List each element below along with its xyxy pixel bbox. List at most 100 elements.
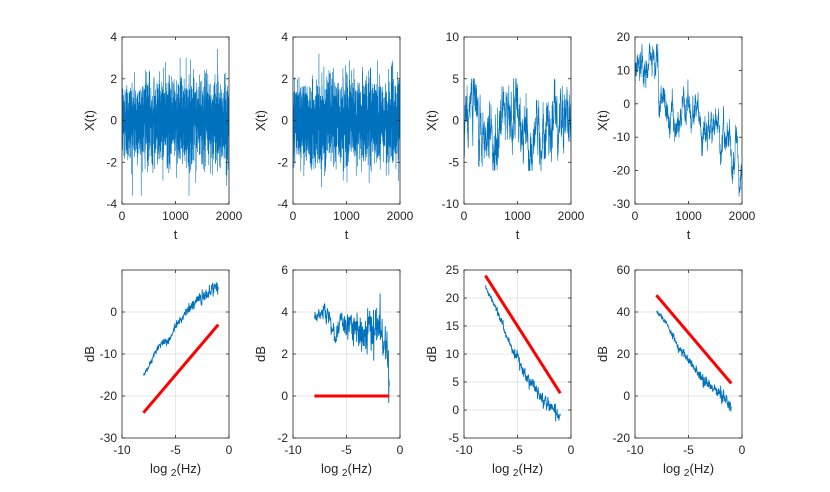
subplot-6: -10 -5 0 -2 0 2 4 6 log 2(Hz) dB xyxy=(253,263,404,479)
x-axis-label: t xyxy=(345,227,349,242)
spectrum-line xyxy=(484,285,561,422)
subplot-2: 0 1000 2000 -4 -2 0 2 4 t X(t) xyxy=(253,30,414,242)
x-axis-label: log 2(Hz) xyxy=(150,461,201,479)
x-axis-label: log 2(Hz) xyxy=(663,461,714,479)
y-tick-label: 20 xyxy=(617,347,631,361)
subplot-4: 0 1000 2000 -30 -20 -10 0 10 20 t X(t) xyxy=(595,30,756,242)
x-axis-label: log 2(Hz) xyxy=(492,461,543,479)
x-tick-label: 0 xyxy=(461,209,468,223)
y-axis-label: dB xyxy=(253,346,268,362)
y-axis-label: X(t) xyxy=(253,110,268,131)
y-tick-label: 2 xyxy=(281,347,288,361)
x-tick-label: 2000 xyxy=(387,209,414,223)
plot-area xyxy=(122,48,229,196)
y-tick-label: -5 xyxy=(448,155,459,169)
y-tick-label: 25 xyxy=(446,263,460,277)
y-tick-label: 40 xyxy=(617,305,631,319)
x-tick-label: -10 xyxy=(626,443,644,457)
y-tick-label: 5 xyxy=(452,72,459,86)
y-tick-label: 2 xyxy=(110,72,117,86)
x-tick-label: -10 xyxy=(113,443,131,457)
x-tick-label: 1000 xyxy=(504,209,531,223)
y-tick-label: -2 xyxy=(277,155,288,169)
y-tick-label: 0 xyxy=(452,403,459,417)
signal-line xyxy=(635,43,742,197)
plot-area xyxy=(313,293,390,403)
y-axis-label: dB xyxy=(424,346,439,362)
plot-area xyxy=(142,282,220,414)
x-tick-label: 0 xyxy=(632,209,639,223)
y-tick-label: 20 xyxy=(446,291,460,305)
x-axis-label: t xyxy=(687,227,691,242)
subplot-5: -10 -5 0 -30 -20 -10 0 log 2(Hz) dB xyxy=(82,269,233,479)
y-tick-label: 4 xyxy=(281,30,288,44)
y-tick-label: -10 xyxy=(613,130,631,144)
y-tick-label: -4 xyxy=(106,197,117,211)
x-tick-label: 2000 xyxy=(558,209,585,223)
y-axis-label: X(t) xyxy=(595,110,610,131)
x-tick-label: -10 xyxy=(455,443,473,457)
subplot-8: -10 -5 0 -20 0 20 40 60 log 2(Hz) dB xyxy=(595,263,746,479)
x-axis-label: t xyxy=(174,227,178,242)
subplot-3: 0 1000 2000 -10 -5 0 5 10 t X(t) xyxy=(424,30,585,242)
y-tick-label: 60 xyxy=(617,263,631,277)
y-tick-label: 15 xyxy=(446,319,460,333)
y-tick-label: -30 xyxy=(613,197,631,211)
y-tick-label: 20 xyxy=(617,30,631,44)
x-tick-label: 2000 xyxy=(729,209,756,223)
x-axis-label: log 2(Hz) xyxy=(321,461,372,479)
y-tick-label: 10 xyxy=(446,30,460,44)
y-tick-label: -20 xyxy=(613,164,631,178)
plot-area xyxy=(484,274,562,422)
y-tick-label: -2 xyxy=(106,155,117,169)
y-tick-label: 0 xyxy=(281,114,288,128)
y-tick-label: 0 xyxy=(452,114,459,128)
y-tick-label: 4 xyxy=(110,30,117,44)
fit-line xyxy=(484,274,562,395)
y-tick-label: -5 xyxy=(448,431,459,445)
x-tick-label: 0 xyxy=(397,443,404,457)
y-tick-label: 5 xyxy=(452,375,459,389)
y-tick-label: 2 xyxy=(281,72,288,86)
spectrum-line xyxy=(656,310,732,412)
plot-area xyxy=(655,294,733,412)
y-tick-label: 6 xyxy=(281,263,288,277)
y-axis-label: X(t) xyxy=(424,110,439,131)
y-tick-label: 0 xyxy=(110,305,117,319)
x-tick-label: 0 xyxy=(568,443,575,457)
y-tick-label: -10 xyxy=(100,347,118,361)
plot-area xyxy=(464,78,571,171)
y-axis-label: dB xyxy=(595,346,610,362)
y-tick-label: -10 xyxy=(442,197,460,211)
y-tick-label: 10 xyxy=(617,63,631,77)
x-tick-label: 0 xyxy=(290,209,297,223)
y-tick-label: 0 xyxy=(110,114,117,128)
plot-area xyxy=(293,53,400,188)
x-tick-label: 1000 xyxy=(162,209,189,223)
signal-line xyxy=(122,48,229,196)
axes-frame xyxy=(634,36,743,205)
y-tick-label: 10 xyxy=(446,347,460,361)
axes-frame xyxy=(463,36,572,205)
y-tick-label: -2 xyxy=(277,431,288,445)
signal-line xyxy=(293,53,400,188)
y-tick-label: 4 xyxy=(281,305,288,319)
y-tick-label: -4 xyxy=(277,197,288,211)
y-tick-label: 0 xyxy=(623,389,630,403)
y-axis-label: X(t) xyxy=(82,110,97,131)
x-tick-label: 0 xyxy=(226,443,233,457)
x-tick-label: -5 xyxy=(683,443,694,457)
y-tick-label: 0 xyxy=(623,97,630,111)
subplot-1: 0 1000 2000 -4 -2 0 2 4 t X(t) xyxy=(82,30,243,242)
spectrum-line xyxy=(143,282,219,377)
y-tick-label: -20 xyxy=(613,431,631,445)
x-tick-label: -5 xyxy=(512,443,523,457)
x-tick-label: 0 xyxy=(119,209,126,223)
y-tick-label: -20 xyxy=(100,389,118,403)
x-tick-label: -10 xyxy=(284,443,302,457)
x-tick-label: 0 xyxy=(739,443,746,457)
y-axis-label: dB xyxy=(82,346,97,362)
fit-line xyxy=(655,294,733,385)
